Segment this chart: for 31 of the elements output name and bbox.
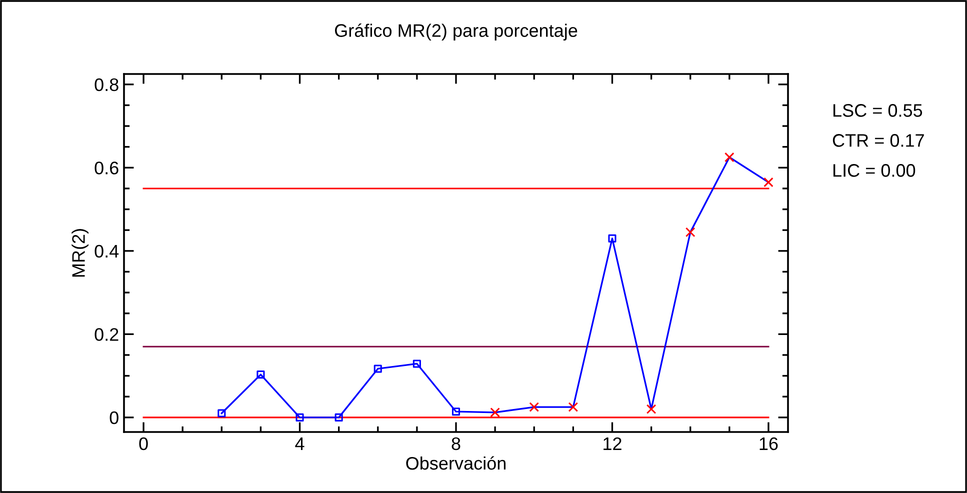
x-tick-label: 8 [452, 437, 460, 450]
y-axis-title: MR(2) [72, 229, 88, 277]
point [529, 402, 540, 412]
point [646, 404, 656, 414]
y-tick-label: 0.8 [94, 78, 118, 92]
point [568, 402, 578, 412]
y-tick-label: 0.2 [94, 328, 118, 341]
point [490, 408, 500, 418]
chart-title: Gráfico MR(2) para porcentaje [334, 23, 578, 41]
point [218, 409, 226, 418]
point [256, 370, 265, 379]
x-tick-label: 16 [760, 437, 778, 450]
text: CTR = 0.17 [832, 134, 924, 147]
point [608, 234, 616, 242]
point [412, 360, 421, 368]
text: LSC = 0.55 [833, 104, 922, 117]
x-tick-label: 4 [295, 438, 304, 450]
point [334, 413, 343, 422]
point [685, 227, 696, 238]
point [296, 413, 304, 422]
text: LIC = 0.00 [833, 164, 916, 177]
x-tick-label: 0 [139, 437, 148, 450]
point [724, 152, 734, 162]
y-tick-label: 0 [110, 411, 118, 424]
x-axis-title: Observación [406, 456, 506, 470]
y-tick-label: 0.4 [94, 244, 119, 258]
x-tick-label: 12 [604, 437, 622, 450]
point [374, 364, 382, 373]
point [452, 408, 460, 416]
y-tick-label: 0.6 [94, 162, 118, 174]
point [764, 177, 774, 188]
